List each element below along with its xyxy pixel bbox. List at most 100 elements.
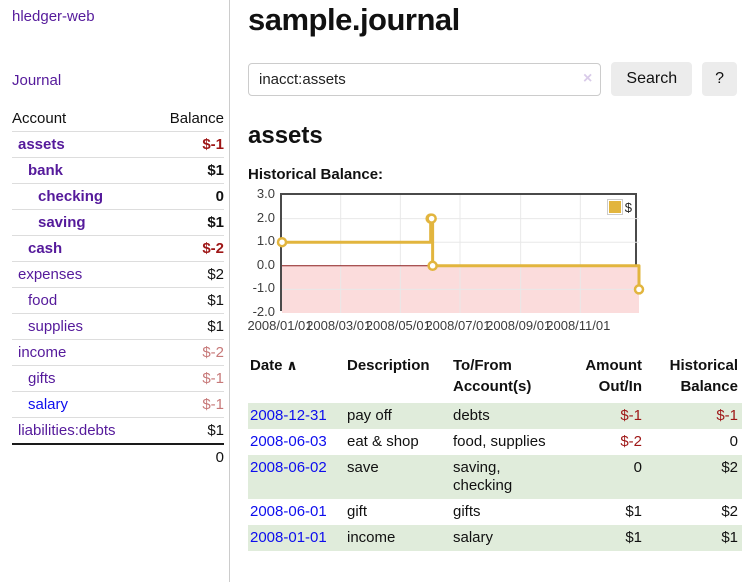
sidebar-account-link[interactable]: salary: [28, 396, 69, 413]
tx-description-cell: gift: [347, 503, 368, 520]
tx-accounts-cell: debts: [453, 407, 490, 424]
tx-balance-cell: $-1: [716, 407, 738, 424]
sort-ascending-icon[interactable]: ∧: [282, 357, 298, 373]
tx-column-header: Historical Balance: [669, 357, 738, 395]
sidebar-account-row: supplies $1: [12, 313, 224, 339]
historical-balance-chart: $ 3.0 2.0 1.0 0.0 -1.0 -2.0 2008/01/01 2008/03/…: [247, 186, 668, 333]
x-axis-tick-label: 2008/05/01: [365, 318, 431, 333]
tx-amount-cell: $-2: [620, 433, 642, 450]
sidebar-account-link[interactable]: checking: [38, 188, 104, 205]
tx-date-cell: 2008-12-31: [248, 403, 345, 429]
tx-balance-cell: $1: [721, 529, 738, 546]
chart-legend: $: [606, 199, 632, 215]
tx-column-header: Description: [347, 357, 430, 374]
tx-description-cell: pay off: [347, 407, 392, 424]
sidebar-account-balance: 0: [215, 188, 224, 205]
sidebar-account-link[interactable]: assets: [18, 136, 65, 153]
sidebar-item-journal[interactable]: Journal: [12, 72, 62, 89]
main-content: sample.journal × Search ? assets Histori…: [230, 0, 742, 551]
tx-accounts-cell: gifts: [453, 503, 481, 520]
sidebar-account-row: food $1: [12, 287, 224, 313]
tx-date-cell: 2008-06-01: [248, 499, 345, 525]
transaction-date-link[interactable]: 2008-06-01: [250, 503, 327, 520]
tx-accounts-cell: salary: [453, 529, 494, 546]
search-input[interactable]: [248, 62, 602, 96]
transaction-date-link[interactable]: 2008-12-31: [250, 407, 327, 424]
sidebar-account-balance: $-2: [202, 240, 224, 257]
tx-description-cell: income: [347, 529, 396, 546]
tx-column-header: To/From Account(s): [453, 357, 532, 395]
page-title: sample.journal: [248, 2, 460, 37]
x-axis-tick-label: 2008/07/01: [425, 318, 491, 333]
tx-column-header: Amount Out/In: [585, 357, 642, 395]
sidebar-account-link[interactable]: gifts: [28, 370, 56, 387]
accounts-table: Account Balance assets $-1 bank $1 checking 0…: [12, 106, 224, 470]
tx-amount-cell: 0: [633, 459, 642, 476]
clear-search-icon[interactable]: ×: [583, 69, 593, 87]
x-axis-tick-label: 2008/03/01: [306, 318, 372, 333]
tx-amount-cell: $1: [625, 529, 642, 546]
tx-balance-cell: $2: [721, 503, 738, 520]
transaction-date-link[interactable]: 2008-06-02: [250, 459, 327, 476]
balance-column-header: Balance: [169, 110, 224, 127]
sidebar-account-link[interactable]: bank: [28, 162, 64, 179]
tx-column-header[interactable]: Date ∧: [250, 357, 298, 374]
y-axis-tick-label: 0.0: [256, 256, 275, 272]
sidebar-account-link[interactable]: saving: [38, 214, 86, 231]
brand-link[interactable]: hledger-web: [12, 8, 95, 25]
transaction-date-link[interactable]: 2008-06-03: [250, 433, 327, 450]
sidebar-account-balance: $1: [207, 292, 224, 309]
tx-date-cell: 2008-06-03: [248, 429, 345, 455]
sidebar-account-link[interactable]: income: [18, 344, 67, 361]
x-axis-tick-label: 2008/09/01: [486, 318, 552, 333]
legend-swatch: [608, 201, 621, 213]
sidebar-account-balance: $-1: [202, 370, 224, 387]
sidebar-account-balance: $-2: [202, 344, 224, 361]
x-axis-tick-label: 2008/01/01: [247, 318, 313, 333]
sidebar: hledger-web Journal Account Balance asse…: [0, 0, 230, 582]
sidebar-account-balance: $1: [207, 162, 224, 179]
tx-accounts-cell: food, supplies: [453, 433, 546, 450]
sidebar-account-balance: $1: [207, 422, 224, 439]
sidebar-account-balance: $2: [207, 266, 224, 283]
sidebar-account-row: checking 0: [12, 183, 224, 209]
x-axis-tick-label: 2008/11/01: [546, 318, 611, 333]
transaction-row: 2008-06-03 eat & shop food, supplies $-2 0: [248, 429, 742, 455]
chart-label: Historical Balance:: [248, 166, 384, 183]
transaction-row: 2008-06-01 gift gifts $1 $2: [248, 499, 742, 525]
transaction-row: 2008-06-02 save saving, checking 0 $2: [248, 455, 742, 499]
sidebar-account-row: assets $-1: [12, 131, 224, 157]
sidebar-account-row: liabilities:debts $1: [12, 417, 224, 443]
tx-date-cell: 2008-06-02: [248, 455, 345, 499]
sidebar-account-link[interactable]: food: [28, 292, 58, 309]
sidebar-account-row: bank $1: [12, 157, 224, 183]
accounts-table-header: Account Balance: [12, 106, 224, 131]
tx-balance-cell: $2: [721, 459, 738, 476]
transactions-table: Date ∧ Description To/From Account(s) Amoun…: [248, 353, 742, 551]
search-button[interactable]: Search: [611, 62, 693, 96]
sidebar-account-row: income $-2: [12, 339, 224, 365]
transaction-date-link[interactable]: 2008-01-01: [250, 529, 327, 546]
sidebar-account-link[interactable]: cash: [28, 240, 63, 257]
sidebar-account-link[interactable]: supplies: [28, 318, 84, 335]
sidebar-account-row: cash $-2: [12, 235, 224, 261]
sidebar-account-balance: $-1: [202, 136, 224, 153]
chart-plot-area: $: [276, 193, 645, 313]
y-axis-tick-label: 2.0: [256, 209, 275, 225]
accounts-total-value: 0: [215, 449, 224, 466]
transaction-row: 2008-12-31 pay off debts $-1 $-1: [248, 403, 742, 429]
account-column-header: Account: [12, 110, 67, 127]
sidebar-account-row: saving $1: [12, 209, 224, 235]
search-form: × Search ?: [248, 62, 737, 96]
sidebar-account-balance: $-1: [202, 396, 224, 413]
transaction-row: 2008-01-01 income salary $1 $1: [248, 525, 742, 551]
tx-date-cell: 2008-01-01: [248, 525, 345, 551]
sidebar-account-row: expenses $2: [12, 261, 224, 287]
tx-description-cell: eat & shop: [347, 433, 419, 450]
y-axis-tick-label: 3.0: [256, 186, 275, 201]
sidebar-account-link[interactable]: expenses: [18, 266, 83, 283]
y-axis-tick-label: 1.0: [256, 233, 275, 249]
sidebar-account-link[interactable]: liabilities:debts: [18, 422, 116, 439]
sidebar-account-balance: $1: [207, 318, 224, 335]
help-button[interactable]: ?: [702, 62, 737, 96]
